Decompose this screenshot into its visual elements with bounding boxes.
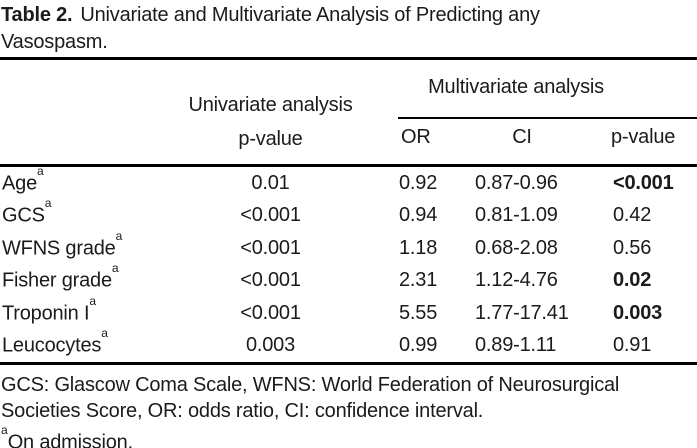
- superscript-a: a: [101, 326, 108, 341]
- table-row: Troponin Ia <0.001 5.55 1.77-17.41 0.003: [0, 293, 697, 330]
- table-body: Agea 0.01 0.92 0.87-0.96 <0.001 GCSa <0.…: [0, 163, 697, 363]
- cell-pvalue: <0.001: [613, 171, 674, 194]
- cell-pvalue: 0.56: [613, 236, 652, 259]
- cell-or: 5.55: [399, 301, 438, 324]
- cell-univariate-pvalue: 0.01: [251, 171, 290, 194]
- cell-ci: 0.68-2.08: [475, 236, 558, 259]
- footnote-abbreviations-line1: GCS: Glascow Coma Scale, WFNS: World Fed…: [1, 374, 620, 396]
- table-caption: Table 2. Univariate and Multivariate Anal…: [1, 2, 697, 56]
- table-number: Table 2.: [1, 4, 73, 26]
- cell-or: 0.92: [399, 171, 438, 194]
- table-row: Agea 0.01 0.92 0.87-0.96 <0.001: [0, 163, 697, 200]
- table-caption-line2: Vasospasm.: [1, 31, 108, 53]
- table-row: Leucocytesa 0.003 0.99 0.89-1.11 0.91: [0, 326, 697, 363]
- cell-univariate-pvalue: 0.003: [245, 334, 296, 357]
- cell-univariate-pvalue: <0.001: [240, 236, 301, 259]
- superscript-a: a: [115, 228, 123, 243]
- cell-or: 2.31: [399, 269, 438, 292]
- table-header: Univariate analysis p-value Multivariate…: [0, 60, 697, 164]
- cell-ci: 0.87-0.96: [475, 171, 558, 194]
- table-bottom-rule: [0, 362, 697, 365]
- cell-ci: 0.89-1.11: [475, 334, 557, 357]
- table-row: WFNS gradea <0.001 1.18 0.68-2.08 0.56: [0, 228, 697, 265]
- col-header-univariate: Univariate analysis p-value: [176, 88, 365, 156]
- cell-pvalue: 0.42: [613, 204, 652, 227]
- header-bottom-rule: [0, 164, 697, 167]
- cell-or: 1.18: [399, 236, 438, 259]
- cell-univariate-pvalue: <0.001: [240, 269, 301, 292]
- row-label: GCSa: [2, 196, 52, 228]
- row-label: Agea: [2, 163, 44, 195]
- table-row: Fisher gradea <0.001 2.31 1.12-4.76 0.02: [0, 261, 697, 298]
- cell-pvalue: 0.91: [613, 334, 652, 357]
- footnote-admission-text: On admission.: [7, 431, 133, 448]
- cell-univariate-pvalue: <0.001: [240, 301, 301, 324]
- cell-ci: 1.12-4.76: [475, 269, 558, 292]
- col-header-pvalue: p-value: [611, 126, 676, 148]
- col-header-univariate-line1: Univariate analysis: [188, 94, 353, 116]
- table-caption-text: Univariate and Multivariate Analysis of …: [80, 4, 540, 26]
- cell-ci: 0.81-1.09: [475, 204, 558, 227]
- table-row: GCSa <0.001 0.94 0.81-1.09 0.42: [0, 196, 697, 233]
- superscript-a: a: [1, 423, 8, 437]
- col-group-header-multivariate: Multivariate analysis: [428, 76, 604, 98]
- superscript-a: a: [89, 293, 96, 308]
- table-footnotes: GCS: Glascow Coma Scale, WFNS: World Fed…: [1, 372, 697, 448]
- footnote-abbreviations-line2: Societies Score, OR: odds ratio, CI: con…: [1, 400, 484, 422]
- col-header-or: OR: [401, 126, 431, 148]
- multivariate-underline-rule: [398, 117, 697, 119]
- superscript-a: a: [44, 196, 52, 211]
- table-top-rule: [0, 57, 697, 60]
- superscript-a: a: [111, 261, 119, 276]
- row-label: Troponin Ia: [2, 293, 96, 325]
- cell-ci: 1.77-17.41: [475, 301, 569, 324]
- footnote-admission: aOn admission.: [1, 423, 697, 448]
- cell-pvalue: 0.02: [613, 269, 652, 292]
- cell-or: 0.99: [399, 334, 438, 357]
- cell-or: 0.94: [399, 204, 438, 227]
- cell-pvalue: 0.003: [613, 301, 663, 324]
- col-header-univariate-pvalue: p-value: [238, 128, 303, 150]
- row-label: Leucocytesa: [2, 326, 108, 358]
- table-caption-line1: Table 2. Univariate and Multivariate Anal…: [1, 2, 697, 29]
- row-label: Fisher gradea: [2, 261, 119, 293]
- superscript-a: a: [37, 163, 44, 178]
- cell-univariate-pvalue: <0.001: [240, 204, 301, 227]
- col-header-ci: CI: [512, 126, 532, 148]
- row-label: WFNS gradea: [2, 228, 123, 260]
